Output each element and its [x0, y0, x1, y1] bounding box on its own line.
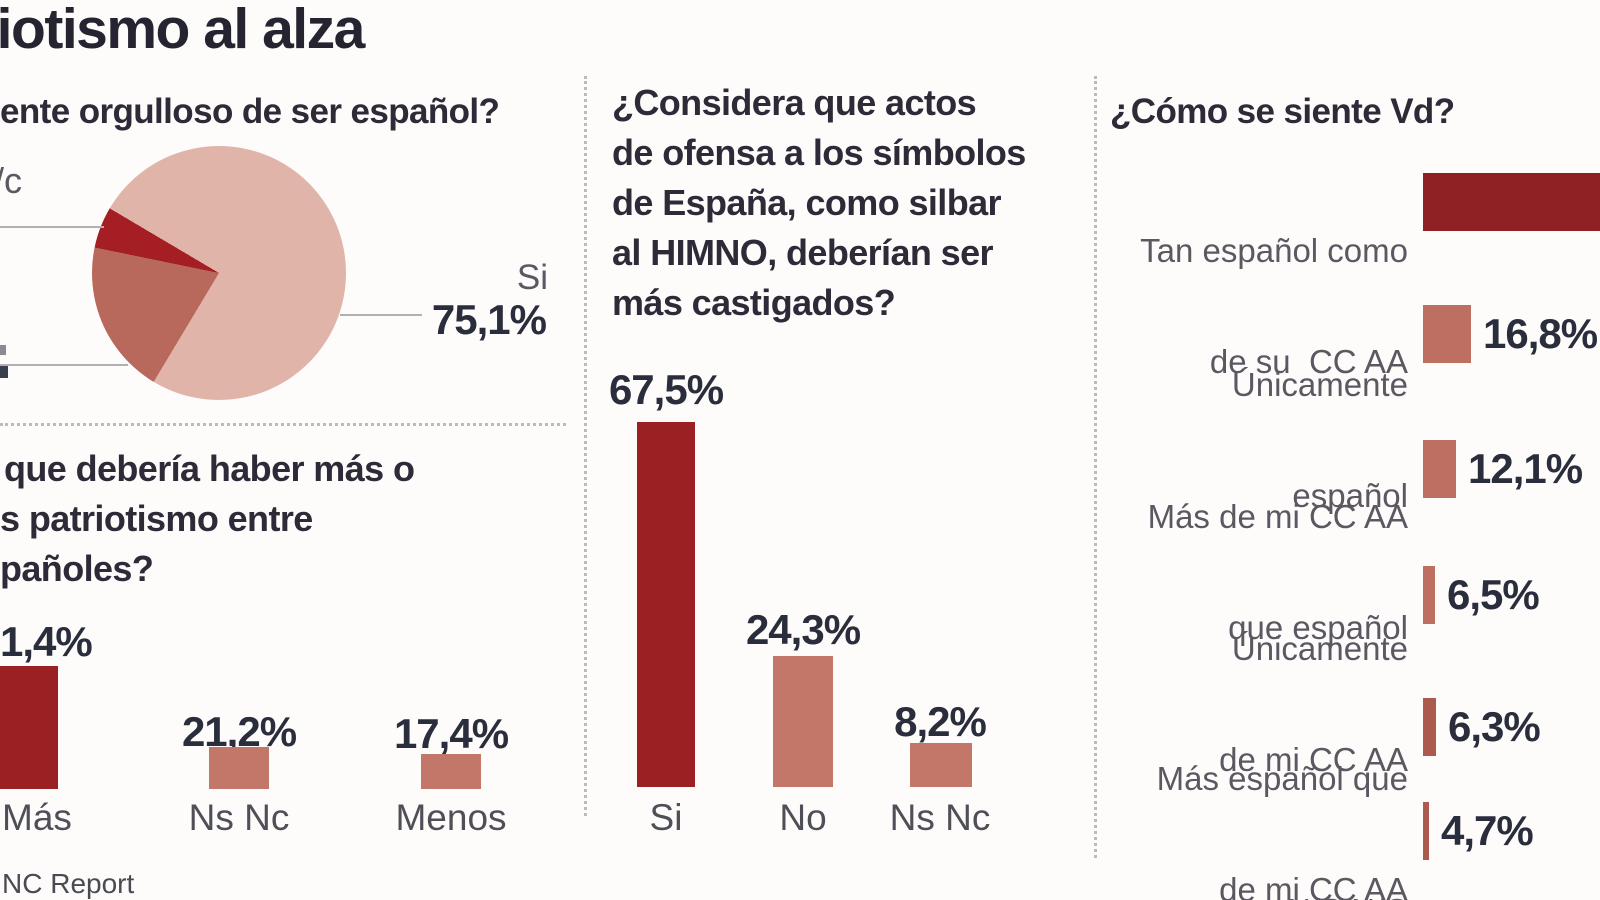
pie-leader-line-no	[0, 364, 128, 366]
identity-bar-5	[1423, 698, 1436, 756]
identity-label-1: Tan español como de su CC AA	[1140, 232, 1408, 380]
vertical-divider-right	[1094, 76, 1097, 858]
horizontal-divider	[0, 423, 566, 426]
pie-leader-line-nsnc	[0, 226, 104, 228]
identity-bar-4	[1423, 566, 1435, 624]
source-credit: NC Report	[2, 868, 135, 899]
identity-label-4: Únicamente de mi CC AA	[1219, 630, 1408, 778]
identity-barrow-4: 6,5%	[1423, 566, 1540, 624]
patriotism-question-line1: que debería haber más o	[4, 448, 415, 489]
pie-cut-label-nsnc: /c	[0, 160, 23, 201]
identity-barrow-1	[1423, 173, 1600, 231]
bar-category-nsnc: Ns Nc	[188, 797, 290, 838]
anthem-question-line3: de España, como silbar	[612, 182, 1002, 223]
cut-label-fragment-dark	[0, 366, 8, 378]
bar-value-menos: 17,4%	[393, 710, 509, 757]
pie-leader-line-si	[340, 314, 422, 316]
identity-value-3: 12,1%	[1468, 445, 1583, 492]
pie-value-si: 75,1%	[431, 296, 547, 343]
bar-menos	[421, 754, 481, 789]
anthem-bar-si	[637, 422, 695, 787]
identity-label-3: Más de mi CC AA que español	[1147, 498, 1408, 646]
bar-mas	[0, 666, 58, 789]
bar-nsnc	[209, 747, 269, 789]
pie-question: ente orgulloso de ser español?	[0, 92, 500, 131]
patriotism-question-line3: pañoles?	[0, 548, 154, 589]
identity-bar-1	[1423, 173, 1600, 231]
vertical-divider-left	[584, 76, 587, 816]
anthem-question-line2: de ofensa a los símbolos	[612, 132, 1026, 173]
identity-value-4: 6,5%	[1447, 571, 1540, 618]
pie-label-si: Si	[516, 258, 548, 297]
identity-bar-3	[1423, 440, 1456, 498]
identity-value-2: 16,8%	[1483, 310, 1598, 357]
identity-value-6: 4,7%	[1441, 807, 1534, 854]
anthem-category-si: Si	[649, 797, 683, 838]
pie-chart	[92, 146, 346, 400]
anthem-category-nsnc: Ns Nc	[889, 797, 991, 838]
anthem-value-si: 67,5%	[608, 366, 724, 413]
identity-barrow-6: 4,7%	[1423, 802, 1534, 860]
anthem-question-line5: más castigados?	[612, 282, 896, 323]
bar-value-mas: 1,4%	[0, 618, 93, 665]
anthem-value-nsnc: 8,2%	[894, 698, 987, 745]
identity-label-6: N/S N/C	[1100, 818, 1408, 900]
identity-barrow-2: 16,8%	[1423, 305, 1598, 363]
identity-label-2: Únicamente español	[1231, 366, 1408, 514]
identity-question: ¿Cómo se siente Vd?	[1110, 92, 1455, 131]
anthem-value-no: 24,3%	[745, 606, 861, 653]
anthem-bar-no	[773, 656, 833, 787]
patriotism-question-line2: s patriotismo entre	[0, 498, 313, 539]
page-title: riotismo al alza	[0, 0, 365, 61]
identity-barrow-3: 12,1%	[1423, 440, 1583, 498]
identity-barrow-5: 6,3%	[1423, 698, 1541, 756]
anthem-category-no: No	[779, 797, 827, 838]
bar-category-menos: Menos	[395, 797, 507, 838]
identity-bar-6	[1423, 802, 1429, 860]
anthem-bar-nsnc	[910, 743, 972, 787]
identity-value-5: 6,3%	[1448, 703, 1541, 750]
identity-label-5: Más español que de mi CC AA	[1156, 760, 1408, 900]
identity-bar-2	[1423, 305, 1471, 363]
cut-label-fragment-gray	[0, 345, 6, 355]
bar-category-mas: Más	[2, 797, 72, 838]
anthem-question-line4: al HIMNO, deberían ser	[612, 232, 994, 273]
anthem-question-line1: ¿Considera que actos	[612, 82, 977, 123]
